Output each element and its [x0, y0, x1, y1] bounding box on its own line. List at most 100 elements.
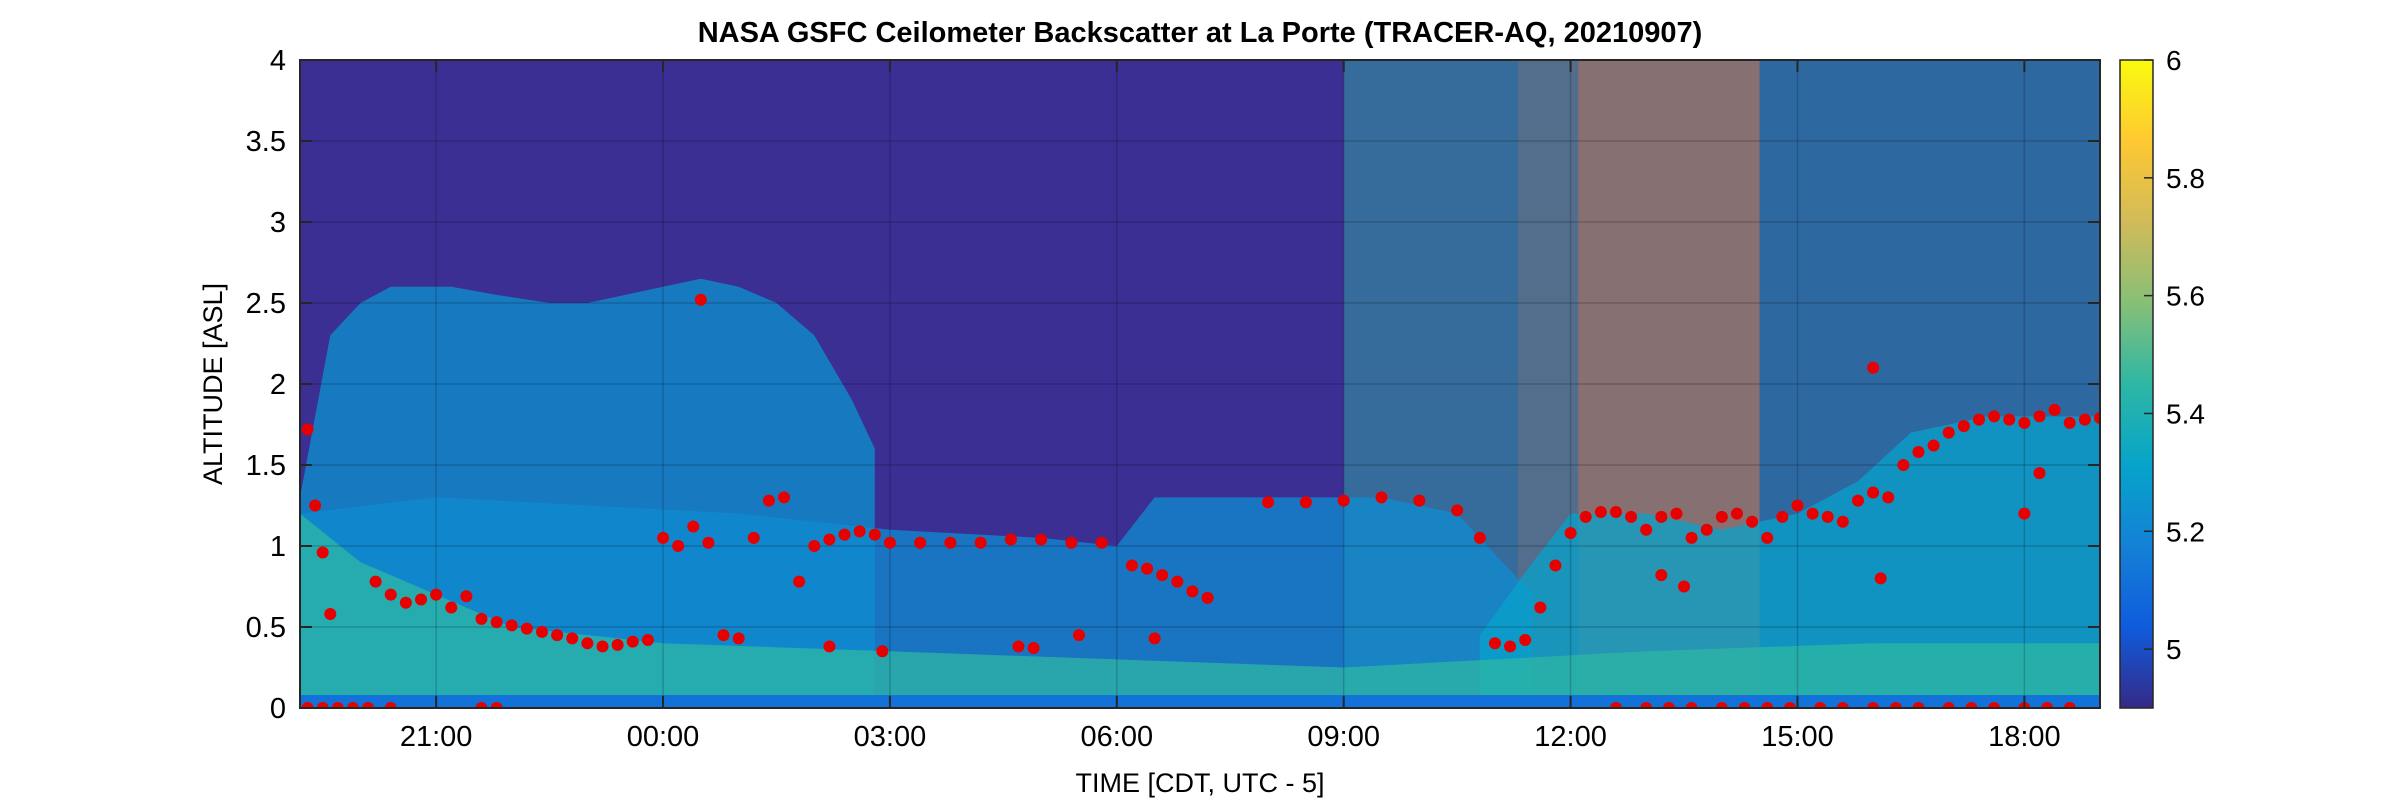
- data-point: [346, 702, 359, 708]
- data-point: [505, 619, 518, 632]
- data-point: [687, 520, 700, 533]
- data-point: [536, 625, 549, 638]
- data-point: [672, 540, 685, 552]
- data-point: [1035, 533, 1048, 546]
- data-point: [1821, 510, 1834, 523]
- colorbar-tick-label: 5.4: [2166, 398, 2205, 429]
- y-tick-label: 0: [270, 693, 286, 725]
- data-point: [1072, 629, 1085, 642]
- colorbar-tick-label: 5.8: [2166, 163, 2205, 194]
- data-point: [1027, 642, 1040, 655]
- data-point: [1125, 559, 1138, 572]
- data-point: [876, 645, 889, 658]
- y-tick-label: 3: [270, 207, 286, 239]
- data-point: [520, 622, 533, 635]
- data-point: [2033, 467, 2046, 480]
- aerosol-layer: [1479, 416, 2100, 708]
- data-point: [301, 702, 314, 708]
- data-point: [1594, 505, 1607, 518]
- y-tick-label: 1: [270, 531, 286, 563]
- colorbar-tick-label: 5.6: [2166, 281, 2205, 312]
- data-point: [1488, 637, 1501, 650]
- data-point: [1609, 702, 1622, 708]
- aerosol-layer: [300, 513, 2100, 708]
- plot-area: [299, 59, 2101, 709]
- data-point: [369, 575, 382, 588]
- data-point: [1685, 531, 1698, 544]
- data-point: [1836, 515, 1849, 528]
- data-point: [384, 588, 397, 601]
- data-point: [490, 702, 503, 708]
- y-tick-label: 2: [270, 369, 286, 401]
- data-point: [301, 423, 314, 436]
- data-point: [868, 528, 881, 541]
- data-point: [1299, 496, 1312, 509]
- data-point: [1912, 702, 1925, 708]
- data-point: [1337, 494, 1350, 507]
- colorbar-tick-label: 5: [2166, 634, 2182, 665]
- data-point: [1889, 702, 1902, 708]
- data-point: [1065, 536, 1078, 549]
- data-point: [1730, 507, 1743, 520]
- data-point: [611, 638, 624, 651]
- x-tick-label: 00:00: [627, 721, 700, 753]
- y-axis-label: ALTITUDE [ASL]: [198, 283, 228, 485]
- data-point: [566, 632, 579, 645]
- data-point: [823, 533, 836, 546]
- data-point: [808, 540, 821, 552]
- data-point: [384, 702, 397, 708]
- colorbar-tick-label: 6: [2166, 45, 2182, 76]
- heatmap-layers: [300, 60, 2100, 708]
- colorbar-tick-label: 5.2: [2166, 516, 2205, 547]
- data-point: [1549, 559, 1562, 572]
- data-point: [1625, 510, 1638, 523]
- data-point: [1504, 640, 1517, 653]
- data-point: [883, 536, 896, 549]
- data-point: [362, 702, 375, 708]
- data-point: [1957, 420, 1970, 433]
- data-point: [1814, 702, 1827, 708]
- data-point: [460, 590, 473, 603]
- data-point: [1715, 702, 1728, 708]
- y-tick-label: 3.5: [246, 126, 286, 158]
- x-axis-label: TIME [CDT, UTC - 5]: [1076, 768, 1325, 798]
- data-point: [1655, 569, 1668, 582]
- data-point: [1148, 632, 1161, 645]
- colorbar-gradient: [2119, 59, 2154, 709]
- data-point: [1912, 446, 1925, 459]
- data-point: [2033, 410, 2046, 423]
- data-point: [694, 293, 707, 306]
- x-tick-label: 15:00: [1761, 721, 1834, 753]
- data-point: [838, 528, 851, 541]
- data-point: [974, 536, 987, 549]
- data-point: [1579, 510, 1592, 523]
- data-point: [475, 702, 488, 708]
- data-point: [914, 536, 927, 549]
- data-point: [1851, 494, 1864, 507]
- chart-title: NASA GSFC Ceilometer Backscatter at La P…: [698, 17, 1703, 49]
- data-point: [415, 593, 428, 606]
- data-point: [1156, 569, 1169, 582]
- data-point: [1640, 702, 1653, 708]
- data-point: [1972, 413, 1985, 426]
- data-point: [717, 629, 730, 642]
- data-point: [1715, 510, 1728, 523]
- data-point: [1534, 601, 1547, 614]
- data-point: [1761, 702, 1774, 708]
- data-point: [1965, 702, 1978, 708]
- data-point: [702, 536, 715, 549]
- data-point: [2018, 416, 2031, 429]
- data-point: [1609, 505, 1622, 518]
- x-tick-label: 21:00: [400, 721, 473, 753]
- y-tick-label: 2.5: [246, 288, 286, 320]
- data-point: [581, 637, 594, 650]
- data-point: [2018, 507, 2031, 520]
- data-point: [1776, 510, 1789, 523]
- data-point: [1413, 494, 1426, 507]
- data-point: [2078, 413, 2091, 426]
- data-point: [1783, 702, 1796, 708]
- data-point: [793, 575, 806, 588]
- data-point: [445, 601, 458, 614]
- data-point: [1867, 361, 1880, 374]
